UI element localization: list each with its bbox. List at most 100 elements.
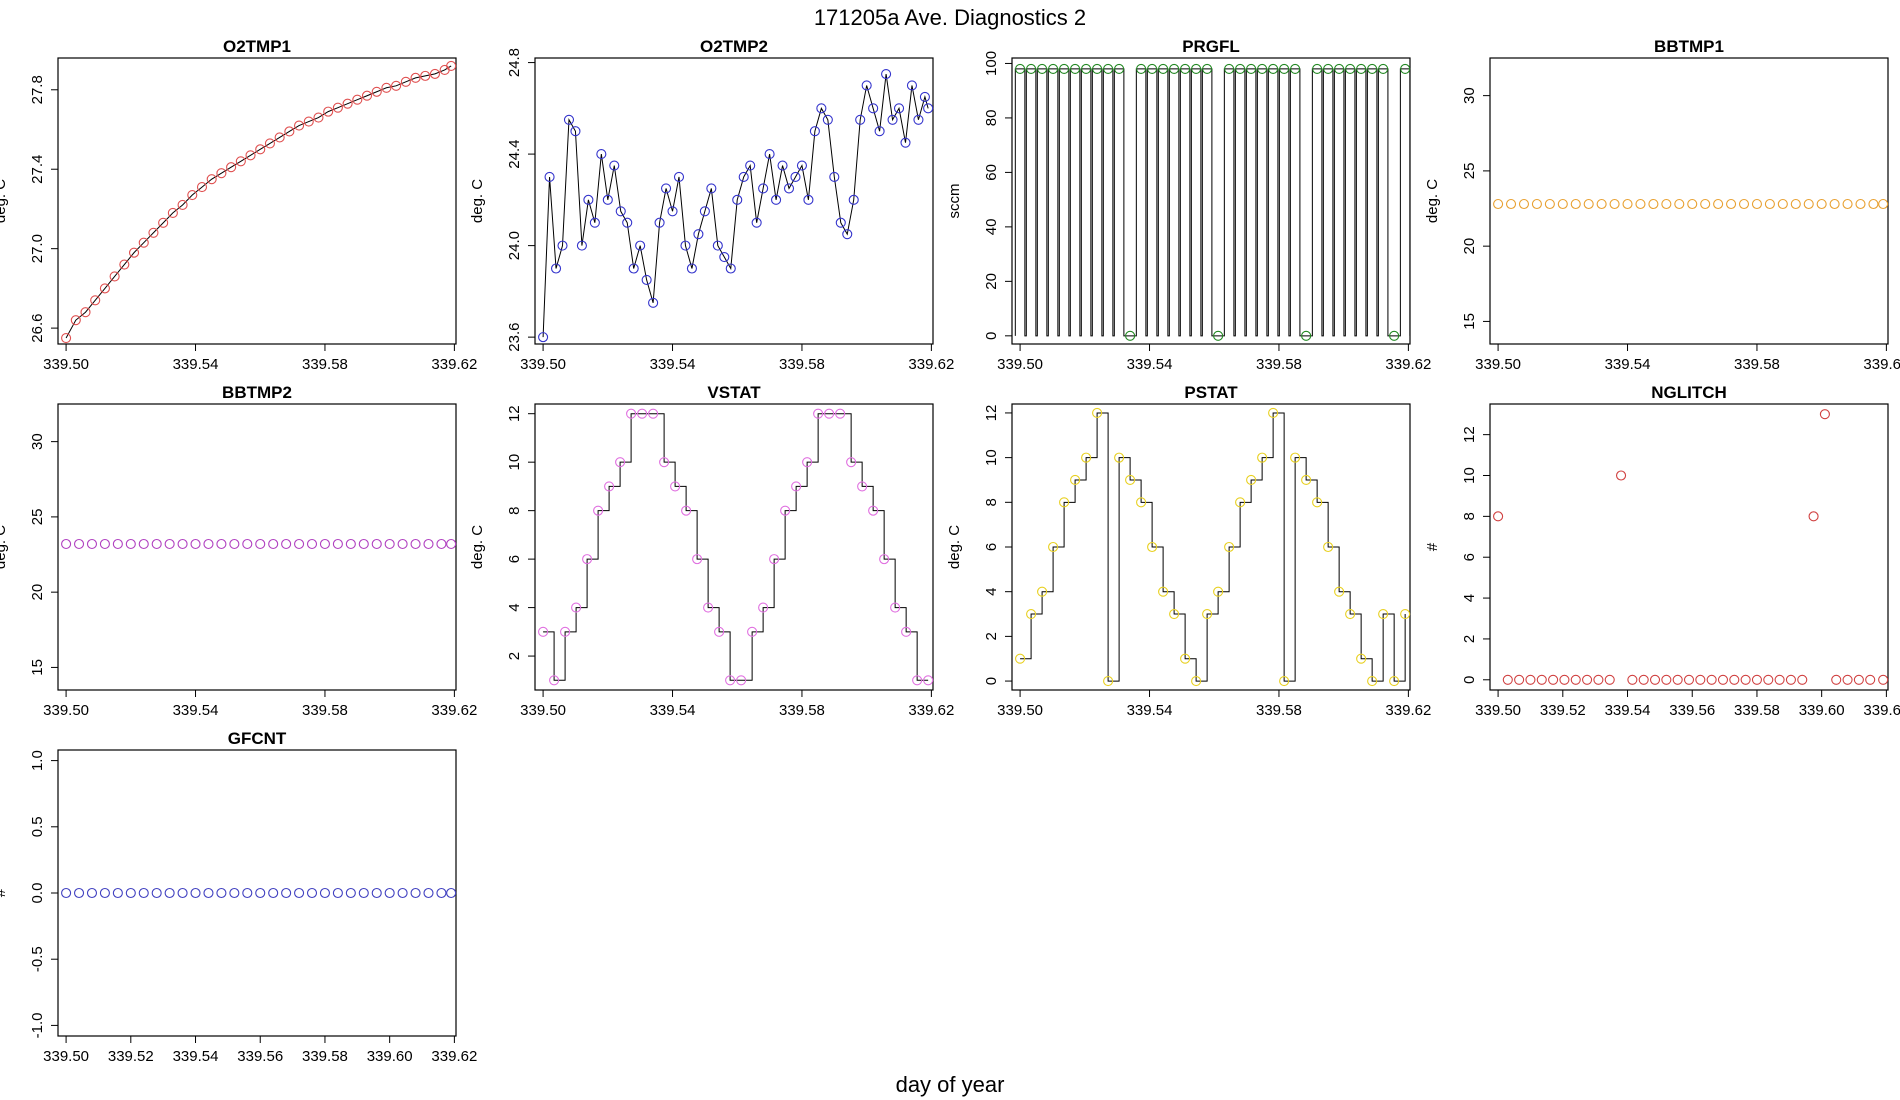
data-point (589, 217, 600, 228)
plot-frame (534, 57, 934, 345)
data-point (73, 538, 85, 550)
y-tick-label: 12 (1461, 426, 1478, 443)
data-point (196, 182, 208, 193)
data-point (1764, 198, 1775, 210)
data-point (660, 183, 672, 194)
data-point (61, 887, 72, 899)
x-tick-label: 339.58 (1256, 702, 1302, 719)
x-tick-label: 339.62 (1385, 702, 1431, 719)
data-point (177, 887, 188, 899)
data-point (596, 149, 607, 160)
data-point (593, 505, 604, 516)
y-axis-label: deg. C (1424, 179, 1441, 223)
data-point (1136, 63, 1147, 74)
data-point (1615, 470, 1627, 481)
data-point (1700, 198, 1711, 210)
data-point (693, 229, 704, 240)
data-point (345, 887, 356, 899)
data-point (446, 538, 457, 550)
y-tick-label: 0.5 (29, 816, 46, 837)
y-tick-label: 20 (983, 273, 1000, 290)
data-point (628, 263, 639, 274)
data-point (352, 94, 363, 105)
data-point (648, 408, 659, 419)
data-point (99, 283, 110, 294)
data-point (1312, 497, 1323, 508)
data-point (1635, 198, 1646, 210)
data-point (125, 887, 136, 899)
x-tick-label: 339.62 (1863, 356, 1900, 373)
panel-title: NGLITCH (1651, 383, 1727, 402)
data-point (550, 263, 562, 274)
y-tick-label: 40 (983, 219, 1000, 236)
data-point (1246, 63, 1257, 74)
panel-nglitch: NGLITCH #339.50 339.52 339.54 339.56 339.58 33… (1424, 383, 1900, 719)
panel-grid: O2TMP1 deg. C 339.50 339.54 339.58 339.62 26.6… (0, 37, 1900, 1065)
x-tick-label: 339.62 (431, 702, 477, 719)
y-tick-label: 8 (1461, 512, 1478, 520)
data-point (1334, 63, 1345, 74)
data-point (242, 538, 253, 550)
data-point (602, 194, 613, 205)
data-point (70, 315, 81, 326)
y-tick-label: 15 (1461, 313, 1478, 330)
data-point (1367, 63, 1378, 74)
plot-frame (1011, 403, 1411, 691)
y-tick-label: 20 (29, 584, 46, 601)
data-point (1400, 608, 1411, 620)
data-point (1169, 63, 1180, 74)
data-point (319, 887, 331, 899)
data-point (855, 114, 866, 125)
data-point (1729, 674, 1740, 685)
data-point (332, 538, 343, 550)
data-point (842, 229, 853, 240)
panel-title: O2TMP1 (223, 37, 291, 56)
data-point (206, 174, 217, 185)
data-point (138, 538, 149, 550)
data-point (783, 183, 795, 194)
data-point (216, 168, 227, 179)
data-point (1026, 63, 1037, 74)
y-tick-label: 6 (1461, 553, 1478, 561)
data-point (641, 274, 652, 285)
data-point (1323, 63, 1334, 74)
data-point (1015, 653, 1026, 664)
data-point (848, 194, 859, 205)
data-point (255, 887, 266, 899)
data-point (923, 675, 934, 686)
y-axis-label: sccm (946, 184, 963, 219)
data-point (1774, 674, 1785, 685)
data-point (738, 171, 749, 183)
x-tick-label: 339.58 (1256, 356, 1302, 373)
data-point (151, 538, 162, 550)
data-point (1059, 63, 1070, 74)
data-point (1855, 198, 1866, 210)
data-point (190, 538, 201, 550)
data-point (274, 132, 285, 143)
x-tick-label: 339.58 (779, 702, 825, 719)
data-point (303, 116, 314, 127)
data-point (1114, 452, 1125, 463)
panel-o2tmp2: O2TMP2 deg. C 339.50 339.54 339.58 339.62 23.6… (469, 37, 954, 373)
data-point (1323, 541, 1334, 553)
data-point (1334, 586, 1345, 597)
data-point (255, 144, 266, 155)
data-point (306, 887, 318, 899)
data-point (345, 538, 356, 550)
y-tick-label: 24.0 (506, 231, 523, 260)
data-point (1092, 63, 1103, 74)
data-point (868, 103, 879, 114)
data-point (423, 887, 434, 899)
y-tick-label: 24.8 (506, 48, 523, 77)
panel-bbtmp1: BBTMP1 deg. C 339.50 339.54 339.58 339.62 15 20… (1424, 37, 1900, 373)
panel-title: VSTAT (707, 383, 761, 402)
data-point (361, 90, 373, 101)
data-point (80, 307, 91, 318)
data-point (1559, 674, 1570, 685)
data-point (1726, 198, 1737, 210)
data-point (1279, 63, 1290, 74)
y-tick-label: 0 (983, 677, 1000, 685)
y-tick-label: -0.5 (29, 946, 46, 972)
data-point (544, 171, 555, 183)
